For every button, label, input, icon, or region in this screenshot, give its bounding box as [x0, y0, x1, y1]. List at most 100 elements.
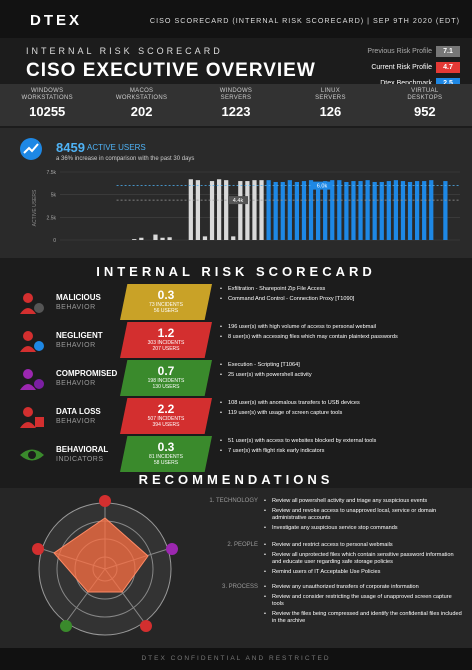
- compromised-user-icon: [166, 543, 178, 555]
- chart-bar: [139, 237, 144, 240]
- chart-bar: [379, 181, 384, 240]
- chart-bar: [231, 236, 236, 240]
- incidents-count: 507 INCIDENTS: [147, 416, 185, 422]
- chart-bar: [422, 181, 427, 240]
- compromised-user-icon: [18, 366, 46, 392]
- category-sub: BEHAVIOR: [56, 418, 96, 425]
- chart-bar: [224, 180, 229, 240]
- chart-bar: [344, 181, 349, 240]
- finding-item: Execution - Scripting [T1064]: [220, 362, 460, 369]
- chart-bar: [238, 181, 243, 240]
- findings-list: 108 user(s) with anomalous transfers to …: [220, 400, 460, 420]
- category-name: MALICIOUS: [56, 293, 101, 302]
- current-risk-value: 4.7: [436, 61, 460, 73]
- findings-list: 196 user(s) with high volume of access t…: [220, 324, 460, 344]
- users-count: 58 USERS: [153, 460, 179, 466]
- category-sub: BEHAVIOR: [56, 380, 96, 387]
- stat-value: 10255: [29, 104, 66, 119]
- y-tick-label: 5k: [51, 193, 57, 199]
- chart-bar: [330, 180, 335, 240]
- chart-bar: [188, 179, 193, 240]
- findings-list: Execution - Scripting [T1064] 25 user(s)…: [220, 362, 460, 382]
- chart-bar: [358, 181, 363, 240]
- active-users-chart: 7.5k 5k 2.5k 0 ACTIVE USERS 4.4k 6.0k: [32, 170, 460, 244]
- recommendation-item: Review all powershell activity and triag…: [264, 498, 464, 505]
- scorecard-row-data-loss: DATA LOSS BEHAVIOR 2.2 507 INCIDENTS 394…: [0, 398, 472, 434]
- scorecard-row-negligent: NEGLIGENT BEHAVIOR 1.2 303 INCIDENTS 207…: [0, 322, 472, 358]
- chart-bar: [245, 181, 250, 240]
- data-loss-user-icon: [140, 620, 152, 632]
- chart-bar: [301, 181, 307, 240]
- page-title: CISO EXECUTIVE OVERVIEW: [26, 60, 316, 81]
- finding-item: 108 user(s) with anomalous transfers to …: [220, 400, 460, 407]
- stat-label: VIRTUAL DESKTOPS: [407, 88, 443, 101]
- page-kicker: INTERNAL RISK SCORECARD: [26, 46, 223, 56]
- risk-profile-legend: Previous Risk Profile 7.1 Current Risk P…: [300, 44, 460, 92]
- category-sub: BEHAVIOR: [56, 342, 96, 349]
- chart-bar: [273, 181, 278, 240]
- y-tick-label: 7.5k: [47, 170, 57, 176]
- score-badge: 0.3 73 INCIDENTS 56 USERS: [120, 284, 212, 320]
- recommendation-item: Review the files being compressed and id…: [264, 611, 464, 625]
- score-badge: 0.3 81 INCIDENTS 58 USERS: [120, 436, 212, 472]
- finding-item: 8 user(s) with accessing files which may…: [220, 334, 460, 341]
- category-name: COMPROMISED: [56, 369, 118, 378]
- incidents-count: 81 INCIDENTS: [149, 454, 183, 460]
- active-users-label: ACTIVE USERS: [87, 143, 146, 152]
- incidents-count: 303 INCIDENTS: [147, 340, 185, 346]
- recommendation-item: Review and consider restricting the usag…: [264, 594, 464, 608]
- chart-bar: [407, 181, 413, 240]
- recommendation-list: Review all powershell activity and triag…: [264, 498, 464, 535]
- score-badge: 1.2 303 INCIDENTS 207 USERS: [120, 322, 212, 358]
- finding-item: 196 user(s) with high volume of access t…: [220, 324, 460, 331]
- chart-bar: [209, 181, 215, 240]
- score-value: 0.7: [157, 364, 175, 378]
- chart-bar: [252, 180, 257, 240]
- top-bar: DTEX CISO SCORECARD (INTERNAL RISK SCORE…: [0, 0, 472, 38]
- current-risk-label: Current Risk Profile: [371, 63, 432, 71]
- users-count: 207 USERS: [152, 346, 180, 352]
- chart-bar: [386, 181, 391, 240]
- stat-label: WINDOWS WORKSTATIONS: [21, 88, 73, 101]
- average-callout: [312, 181, 332, 190]
- recommendation-item: Review all unprotected files which conta…: [264, 552, 464, 566]
- findings-list: 51 user(s) with access to websites block…: [220, 438, 460, 458]
- recommendation-item: Remind users of IT Acceptable Use Polici…: [264, 569, 464, 576]
- chart-bar: [308, 180, 314, 240]
- chart-bar: [167, 237, 172, 240]
- finding-item: 25 user(s) with powershell activity: [220, 372, 460, 379]
- current-risk-row: Current Risk Profile 4.7: [300, 60, 460, 74]
- data-loss-user-icon: [18, 404, 46, 430]
- category-sub: INDICATORS: [56, 456, 104, 463]
- chart-bar: [202, 236, 208, 240]
- active-users-panel: [0, 128, 472, 258]
- stat-value: 952: [413, 104, 436, 119]
- chart-bar: [216, 179, 222, 240]
- average-label: 4.4k: [233, 198, 244, 204]
- chart-bar: [294, 181, 300, 240]
- users-count: 56 USERS: [153, 308, 179, 314]
- chart-bar: [280, 181, 285, 240]
- chart-bar: [315, 181, 321, 240]
- recommendation-item: Review any unauthorized transfers of cor…: [264, 584, 464, 591]
- group-tag: 1. TECHNOLOGY: [209, 498, 258, 504]
- score-badge: 0.7 198 INCIDENTS 130 USERS: [120, 360, 212, 396]
- negligent-user-icon: [18, 328, 46, 354]
- users-count: 130 USERS: [152, 384, 180, 390]
- benchmark-row: Dtex Benchmark 2.5: [300, 76, 460, 90]
- benchmark-value: 2.5: [436, 77, 460, 89]
- stat-linux-servers: LINUX SERVERS 126: [283, 84, 377, 126]
- group-tag: 2. PEOPLE: [227, 542, 258, 548]
- malicious-user-icon: [32, 543, 44, 555]
- recommendation-item: Review and restrict access to personal w…: [264, 542, 464, 549]
- group-tag: 3. PROCESS: [221, 584, 258, 590]
- score-value: 0.3: [157, 440, 175, 454]
- dtex-logo: DTEX: [30, 12, 83, 29]
- average-callout: [228, 196, 248, 205]
- chart-bar: [287, 180, 292, 240]
- recommendation-list: Review any unauthorized transfers of cor…: [264, 584, 464, 628]
- chart-bar: [393, 180, 399, 240]
- users-count: 394 USERS: [152, 422, 180, 428]
- scorecard-row-behavioral: BEHAVIORAL INDICATORS 0.3 81 INCIDENTS 5…: [0, 436, 472, 472]
- eye-icon: [60, 620, 72, 632]
